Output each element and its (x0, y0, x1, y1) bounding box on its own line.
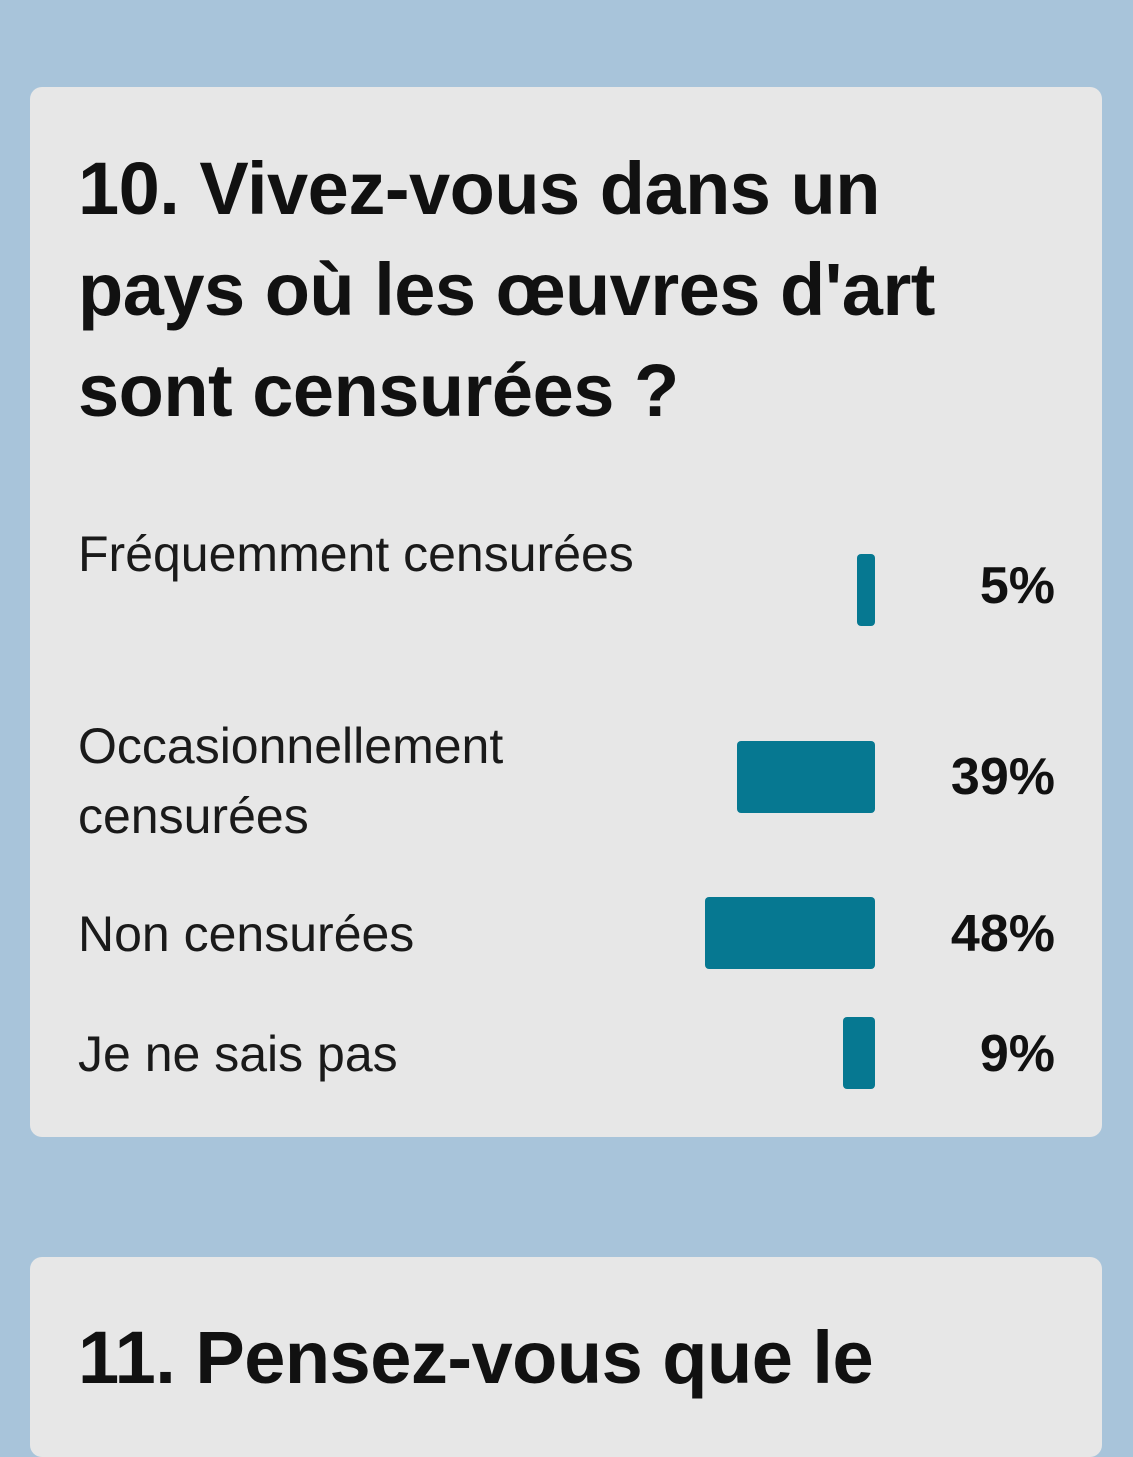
poll-card-10: 10. Vivez-vous dans un pays où les œuvre… (30, 87, 1102, 1137)
question-title: 11. Pensez-vous que le (78, 1316, 874, 1399)
result-bar (705, 897, 875, 969)
option-label: Non censurées (78, 906, 415, 962)
question-title: 10. Vivez-vous dans un pays où les œuvre… (78, 147, 935, 432)
percentage-label: 39% (950, 748, 1055, 806)
percentage-label: 5% (979, 557, 1055, 615)
option-label: Fréquemment censurées (78, 526, 634, 582)
result-bar (857, 554, 875, 626)
option-label: Je ne sais pas (78, 1026, 398, 1082)
poll-card-11: 11. Pensez-vous que le (30, 1257, 1102, 1457)
result-bar (843, 1017, 875, 1089)
result-row: Fréquemment censurées 5% (78, 519, 1055, 659)
result-row: Je ne sais pas 9% (78, 1017, 1055, 1089)
result-bar (737, 741, 875, 813)
percentage-label: 48% (950, 905, 1055, 963)
result-row: Occasionnellement censurées 39% (78, 711, 1055, 851)
percentage-label: 9% (979, 1025, 1055, 1083)
option-label: Occasionnellement censurées (78, 718, 504, 844)
result-row: Non censurées 48% (78, 897, 1055, 969)
